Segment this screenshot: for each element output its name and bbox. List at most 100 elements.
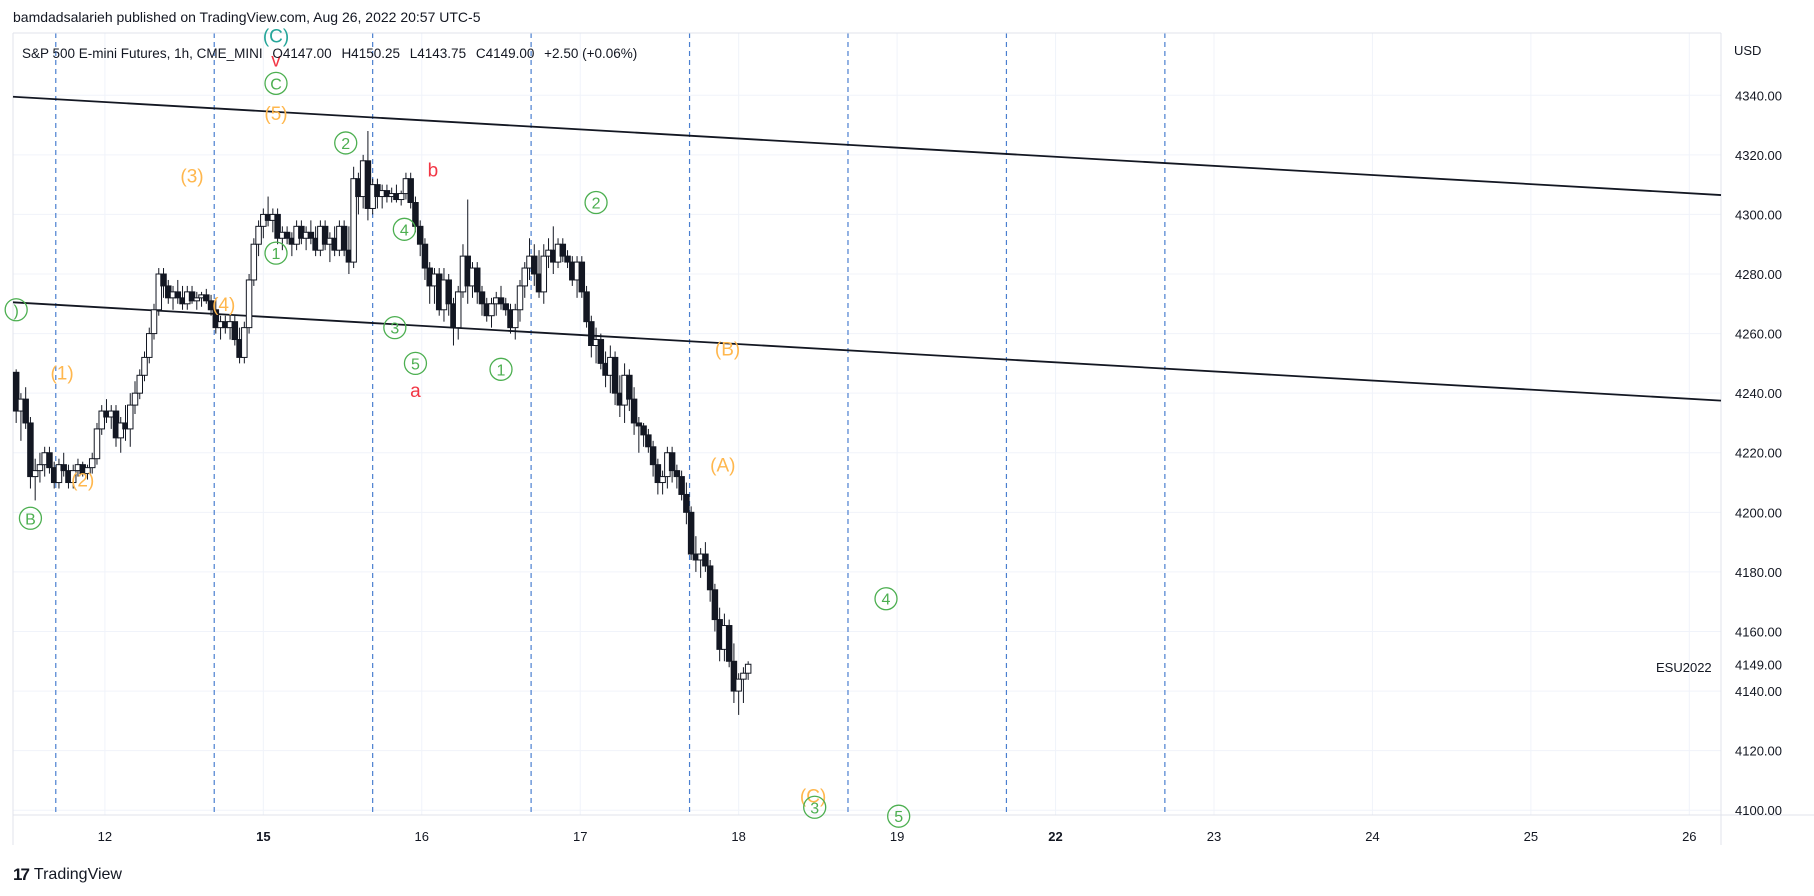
candle[interactable] [740,667,747,703]
candle[interactable] [730,643,738,703]
candle[interactable] [84,464,91,480]
candle[interactable] [150,303,158,340]
candle[interactable] [55,458,63,489]
candle[interactable] [245,274,253,334]
candle[interactable] [27,416,34,489]
candle[interactable] [231,315,239,346]
candle[interactable] [283,226,291,245]
candle[interactable] [668,446,676,483]
candle[interactable] [212,297,220,334]
candle[interactable] [654,458,662,495]
tradingview-logo[interactable]: 17 TradingView [13,865,122,885]
candle[interactable] [31,458,39,501]
candle[interactable] [136,369,144,400]
candle[interactable] [93,422,101,465]
candle[interactable] [735,673,742,715]
candle[interactable] [478,285,486,316]
candle[interactable] [583,285,590,328]
candle[interactable] [502,297,510,316]
candle[interactable] [241,321,248,364]
candle[interactable] [678,470,685,501]
candle-body [702,553,709,567]
candle[interactable] [744,661,752,680]
candle[interactable] [126,393,134,447]
session-dividers [55,33,1166,815]
candle[interactable] [155,268,163,316]
candle[interactable] [683,482,690,525]
candle[interactable] [407,172,414,209]
candle[interactable] [255,220,262,257]
candle-body [516,285,524,311]
candle[interactable] [274,208,281,245]
candle[interactable] [160,268,167,298]
candle[interactable] [597,333,605,370]
candle[interactable] [131,381,139,415]
trend-channel[interactable] [12,95,1722,402]
candle[interactable] [640,422,647,447]
candle[interactable] [488,297,495,328]
candle[interactable] [531,244,538,286]
candle[interactable] [188,285,196,304]
candle[interactable] [540,244,548,304]
candle[interactable] [416,220,424,257]
candle[interactable] [445,274,452,316]
candle[interactable] [193,291,201,310]
candle[interactable] [69,464,77,489]
candle[interactable] [141,351,148,382]
candle[interactable] [702,542,709,572]
candle-body [559,243,567,257]
trend-line[interactable] [12,95,1722,196]
candle[interactable] [146,327,153,364]
candle[interactable] [321,220,329,251]
candle[interactable] [60,452,67,477]
trend-line[interactable] [12,301,1722,402]
candle[interactable] [635,416,643,453]
candle[interactable] [649,440,657,477]
candle[interactable] [711,583,719,632]
candle[interactable] [559,238,567,263]
y-tick-label: 4180.00 [1735,565,1782,580]
candle[interactable] [725,619,733,668]
candle[interactable] [706,559,714,602]
candle[interactable] [22,387,29,429]
candle[interactable] [12,369,20,423]
price-axis[interactable]: 4100.00 4120.00 4140.00 4160.00 4180.00 4200.… [1735,88,1782,818]
candle[interactable] [421,238,429,280]
candle[interactable] [626,369,633,412]
candle[interactable] [36,452,44,483]
candle[interactable] [98,405,105,435]
candle[interactable] [512,303,519,340]
candle[interactable] [521,262,529,298]
candle[interactable] [611,351,619,406]
candle[interactable] [645,428,652,453]
candlestick-series[interactable] [12,131,752,715]
time-axis[interactable]: 12 15 16 17 18 19 22 23 24 25 26 [98,829,1697,844]
candle[interactable] [46,446,53,474]
candle[interactable] [578,256,586,298]
wave-label: (A) [710,456,735,477]
x-tick-label: 25 [1524,829,1538,844]
candle[interactable] [454,285,462,340]
candle[interactable] [588,315,595,358]
symbol-legend[interactable]: S&P 500 E-mini Futures, 1h, CME_MINI O41… [22,46,637,61]
candle[interactable] [117,416,124,453]
candle[interactable] [630,387,638,435]
candle[interactable] [207,294,215,316]
candle[interactable] [203,288,210,304]
ohlc-change: +2.50 (+0.06%) [544,46,637,61]
candle[interactable] [350,166,357,269]
candle[interactable] [659,470,666,495]
candle[interactable] [497,285,505,310]
candle[interactable] [250,238,258,286]
candle[interactable] [516,279,524,322]
candle[interactable] [88,452,96,474]
candle[interactable] [340,220,348,257]
candle[interactable] [687,506,695,560]
candle[interactable] [564,250,571,269]
candle[interactable] [673,464,681,489]
candle[interactable] [397,190,405,206]
candle[interactable] [307,220,315,245]
candle[interactable] [473,262,481,304]
candle[interactable] [174,279,182,304]
